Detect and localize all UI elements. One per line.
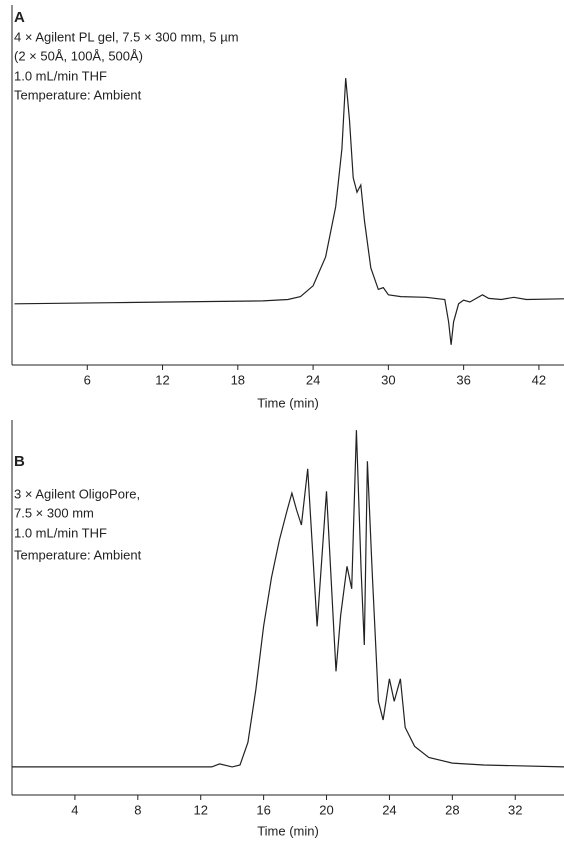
x-tick-label: 42 bbox=[532, 372, 546, 387]
x-tick-label: 12 bbox=[193, 802, 207, 817]
x-tick-label: 20 bbox=[319, 802, 333, 817]
annotation: 3 × Agilent OligoPore, bbox=[14, 486, 140, 501]
x-axis-label: Time (min) bbox=[257, 395, 319, 410]
x-tick-label: 24 bbox=[306, 372, 320, 387]
annotation: 1.0 mL/min THF bbox=[14, 525, 107, 540]
annotation: 1.0 mL/min THF bbox=[14, 68, 107, 83]
x-tick-label: 24 bbox=[382, 802, 396, 817]
panel-title: B bbox=[14, 453, 25, 470]
annotation: 4 × Agilent PL gel, 7.5 × 300 mm, 5 µm bbox=[14, 29, 239, 44]
x-tick-label: 4 bbox=[71, 802, 78, 817]
x-tick-label: 30 bbox=[381, 372, 395, 387]
annotation: (2 × 50Å, 100Å, 500Å) bbox=[14, 48, 143, 63]
x-tick-label: 6 bbox=[84, 372, 91, 387]
panel-title: A bbox=[14, 9, 25, 26]
annotation: Temperature: Ambient bbox=[14, 87, 142, 102]
annotation: Temperature: Ambient bbox=[14, 547, 142, 562]
x-tick-label: 8 bbox=[134, 802, 141, 817]
x-tick-label: 16 bbox=[256, 802, 270, 817]
x-tick-label: 32 bbox=[508, 802, 522, 817]
x-tick-label: 18 bbox=[231, 372, 245, 387]
x-axis-label: Time (min) bbox=[257, 823, 319, 838]
chromatogram-line bbox=[14, 78, 564, 345]
annotation: 7.5 × 300 mm bbox=[14, 505, 94, 520]
chromatogram-line bbox=[12, 430, 564, 768]
x-tick-label: 28 bbox=[445, 802, 459, 817]
x-tick-label: 36 bbox=[456, 372, 470, 387]
x-tick-label: 12 bbox=[155, 372, 169, 387]
